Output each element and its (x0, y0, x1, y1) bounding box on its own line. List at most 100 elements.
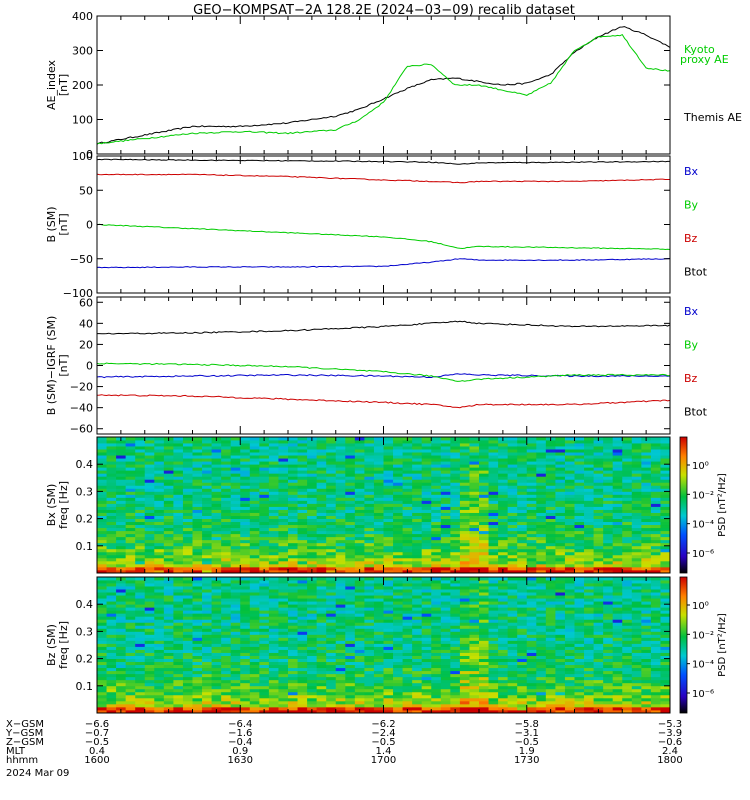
spectrogram-cell (459, 634, 470, 638)
spectrogram-cell (564, 494, 575, 498)
spectrogram-cell (116, 670, 127, 675)
spectrogram-cell (479, 548, 489, 553)
colorbar-label: PSD [nT²/Hz] (717, 473, 728, 537)
spectrogram-cell (479, 688, 489, 693)
spectrogram-cell (307, 509, 318, 513)
spectrogram-cell (402, 625, 413, 629)
spectrogram-cell (221, 506, 232, 510)
spectrogram-cell (431, 628, 442, 632)
spectrogram-cell (412, 628, 423, 632)
spectrogram-cell (106, 521, 117, 526)
spectrogram-cell (440, 592, 451, 596)
spectrogram-cell (507, 512, 518, 516)
spectrogram-cell (393, 536, 403, 541)
spectrogram-cell (536, 485, 547, 489)
spectrogram-cell (221, 539, 232, 544)
spectrogram-cell (268, 688, 279, 693)
spectrogram-cell (431, 616, 442, 620)
spectrogram-cell (603, 446, 614, 450)
spectrogram-cell (173, 548, 184, 553)
spectrogram-cell (526, 461, 537, 465)
spectrogram-cell (517, 467, 528, 471)
spectrogram-cell (479, 518, 489, 523)
spectrogram-cell (125, 601, 136, 605)
spectrogram-cell (526, 488, 537, 492)
spectrogram-cell (144, 667, 155, 672)
spectrogram-cell (402, 637, 413, 641)
spectrogram-cell (106, 485, 117, 489)
spectrogram-cell (584, 527, 594, 532)
spectrogram-cell (163, 595, 174, 599)
spectrogram-cell (650, 458, 661, 462)
spectrogram-cell (431, 709, 442, 714)
spectrogram-cell (459, 688, 470, 693)
spectrogram-cell (259, 482, 270, 486)
spectrogram-cell (240, 583, 251, 587)
legend-bx: Bx (684, 305, 699, 318)
spectrogram-cell (440, 607, 451, 611)
spectrogram-cell (316, 709, 327, 714)
spectrogram-cell (326, 545, 337, 550)
spectrogram-cell (135, 563, 146, 568)
spectrogram-cell (479, 613, 489, 617)
spectrogram-cell (249, 586, 260, 590)
spectrogram-cell (498, 491, 509, 495)
spectrogram-cell (354, 637, 365, 641)
spectrogram-cell (412, 557, 423, 562)
spectrogram-cell (163, 491, 174, 495)
spectrogram-cell (240, 637, 251, 641)
spectrogram-cell (182, 595, 193, 599)
spectrogram-cell (526, 506, 537, 510)
spectrogram-cell (479, 577, 489, 581)
spectrogram-cell (211, 548, 222, 553)
spectrogram-cell (163, 664, 174, 669)
spectrogram-cell (584, 566, 594, 571)
spectrogram-cell (307, 560, 318, 565)
spectrogram-cell (268, 557, 279, 562)
chart-title: GEO−KOMPSAT−2A 128.2E (2024−03−09) recal… (193, 3, 575, 18)
spectrogram-cell (202, 634, 212, 638)
spectrogram-cell (335, 536, 346, 541)
spectrogram-cell (335, 512, 346, 516)
spectrogram-cell (202, 637, 212, 641)
spectrogram-cell (230, 700, 241, 705)
spectrogram-cell (612, 539, 623, 544)
spectrogram-cell (211, 476, 222, 480)
spectrogram-cell (459, 491, 470, 495)
spectrogram-cell (135, 458, 146, 462)
spectrogram-cell (631, 479, 642, 483)
spectrogram-cell (450, 595, 461, 599)
spectrogram-cell (259, 527, 270, 532)
spectrogram-cell (526, 437, 537, 441)
spectrogram-cell (144, 455, 155, 459)
spectrogram-cell (584, 491, 594, 495)
spectrogram-cell (564, 560, 575, 565)
spectrogram-cell (383, 470, 394, 474)
spectrogram-cell (450, 643, 461, 647)
spectrogram-cell (545, 476, 556, 480)
spectrogram-cell (469, 625, 480, 629)
spectrogram-cell (211, 455, 222, 459)
spectrogram-cell (412, 491, 423, 495)
spectrogram-cell (125, 446, 136, 450)
spectrogram-cell (393, 545, 403, 550)
spectrogram-cell (402, 631, 413, 635)
spectrogram-cell (307, 479, 318, 483)
spectrogram-cell (354, 566, 365, 571)
spectrogram-cell (612, 554, 623, 559)
spectrogram-cell (364, 563, 375, 568)
spectrogram-cell (383, 643, 394, 647)
spectrogram-cell (488, 643, 499, 647)
spectrogram-cell (526, 482, 537, 486)
spectrogram-cell (173, 694, 184, 699)
spectrogram-cell (431, 661, 442, 666)
spectrogram-cell (125, 577, 136, 581)
spectrogram-cell (373, 586, 384, 590)
spectrogram-cell (97, 476, 107, 480)
spectrogram-cell (507, 580, 518, 584)
spectrogram-cell (469, 518, 480, 523)
spectrogram-cell (97, 703, 107, 708)
spectrogram-cell (144, 473, 155, 477)
spectrogram-cell (507, 467, 518, 471)
spectrogram-cell (182, 631, 193, 635)
